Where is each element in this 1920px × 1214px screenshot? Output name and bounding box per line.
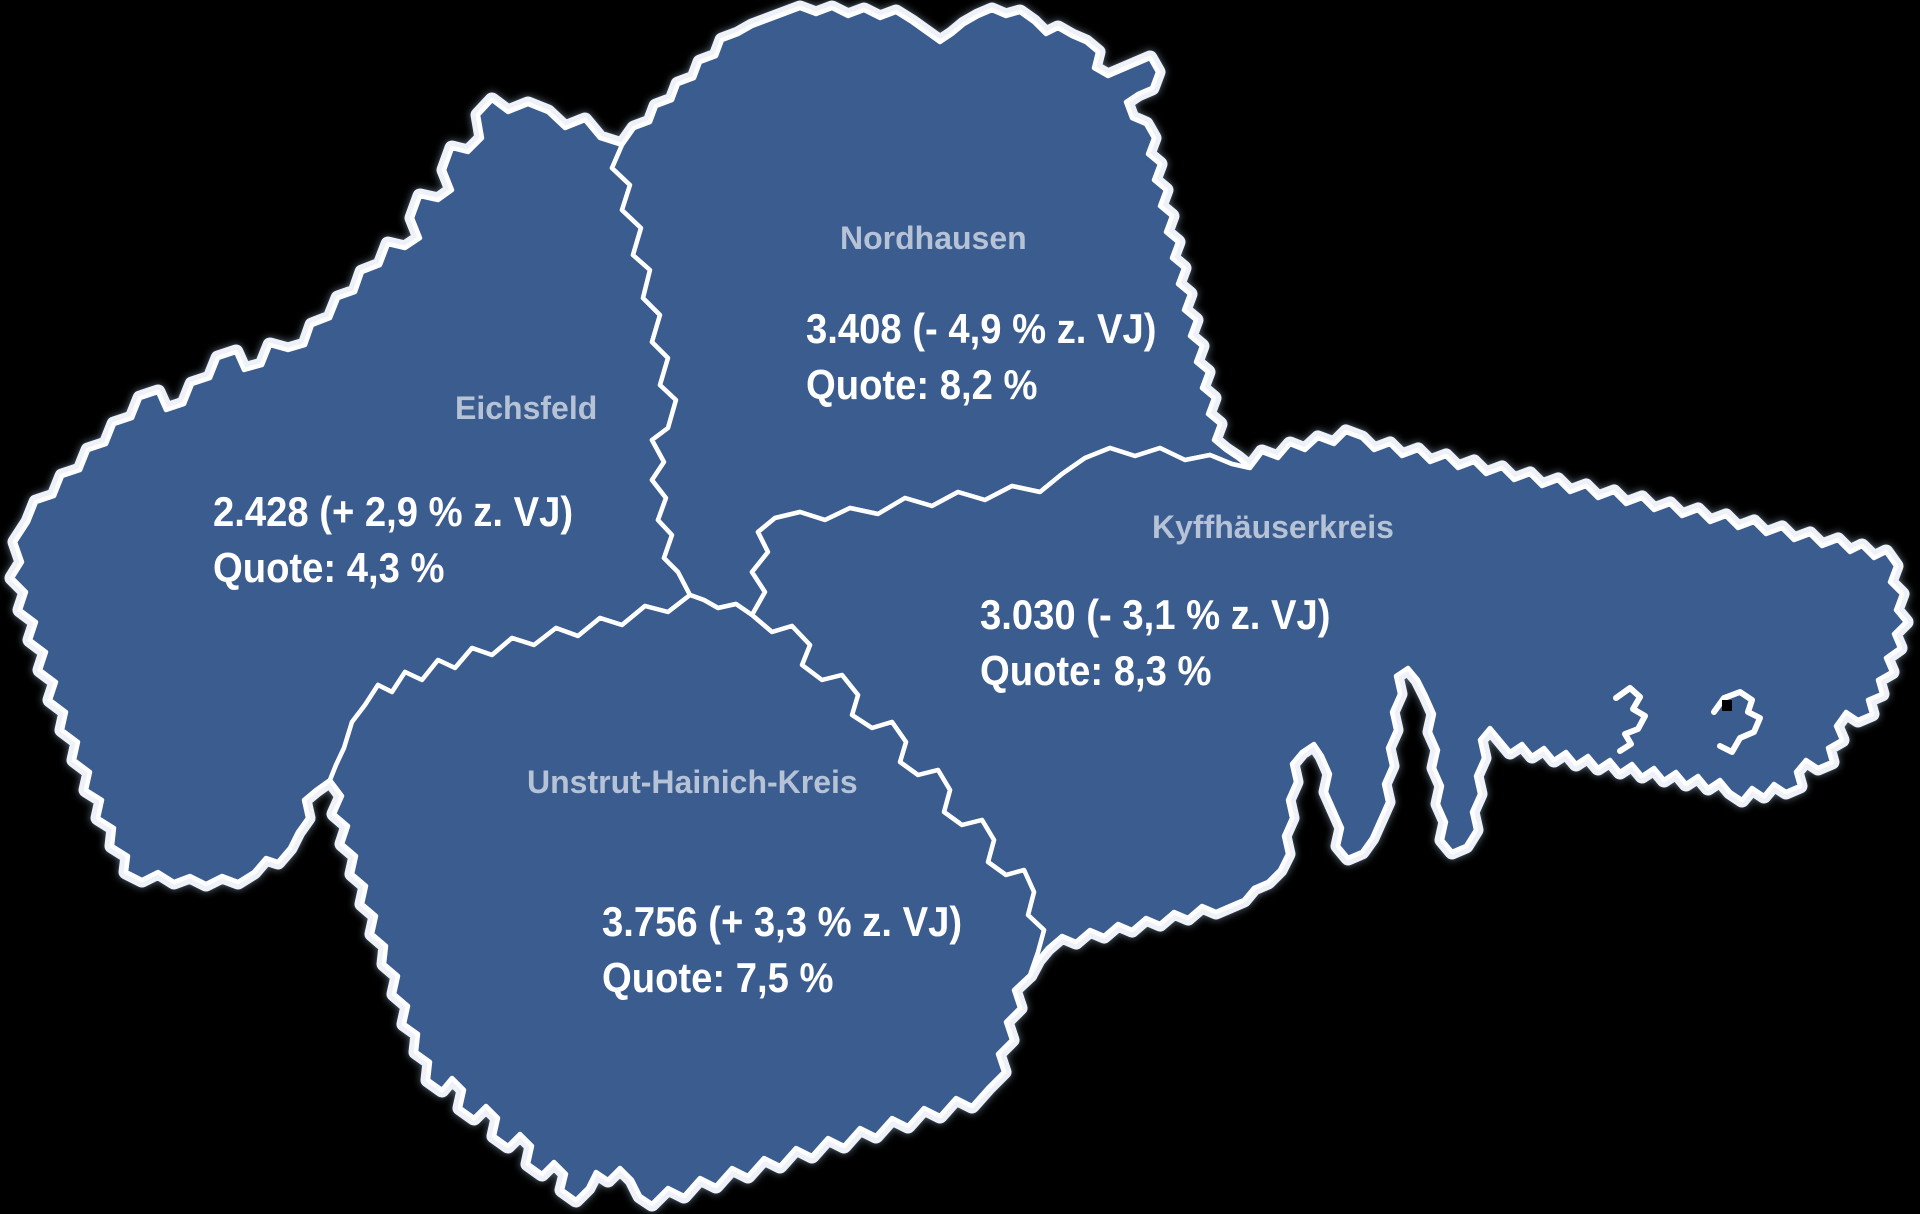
district-label-eichsfeld: Eichsfeld xyxy=(455,390,598,426)
district-shape-nordhausen xyxy=(609,5,1253,618)
district-stats-eichsfeld: 2.428 (+ 2,9 % z. VJ) Quote: 4,3 % xyxy=(213,484,573,596)
district-stats-unstrut-hainich-kreis: 3.756 (+ 3,3 % z. VJ) Quote: 7,5 % xyxy=(602,894,962,1006)
district-label-kyffhaeuserkreis: Kyffhäuserkreis xyxy=(1152,509,1394,545)
district-label-nordhausen: Nordhausen xyxy=(840,220,1027,256)
unstrut-hainich-kreis-quote: Quote: 7,5 % xyxy=(602,954,834,1001)
district-stats-nordhausen: 3.408 (- 4,9 % z. VJ) Quote: 8,2 % xyxy=(806,301,1157,413)
enclave-marks xyxy=(1613,685,1763,755)
district-stats-kyffhaeuserkreis: 3.030 (- 3,1 % z. VJ) Quote: 8,3 % xyxy=(980,587,1331,699)
eichsfeld-quote: Quote: 4,3 % xyxy=(213,544,445,591)
district-label-unstrut-hainich-kreis: Unstrut-Hainich-Kreis xyxy=(527,764,858,800)
kyffhaeuserkreis-quote: Quote: 8,3 % xyxy=(980,647,1212,694)
district-shapes xyxy=(9,5,1909,1207)
enclave-mark-west xyxy=(1613,685,1648,754)
nordhausen-quote: Quote: 8,2 % xyxy=(806,361,1038,408)
nordhausen-value: 3.408 (- 4,9 % z. VJ) xyxy=(806,305,1157,352)
unstrut-hainich-kreis-value: 3.756 (+ 3,3 % z. VJ) xyxy=(602,898,963,945)
district-shape-unstrut-hainich xyxy=(327,592,1047,1207)
kyffhaeuserkreis-value: 3.030 (- 3,1 % z. VJ) xyxy=(980,591,1331,638)
eichsfeld-value: 2.428 (+ 2,9 % z. VJ) xyxy=(213,488,574,535)
enclave-hole xyxy=(1722,700,1732,711)
enclave-mark-east xyxy=(1711,689,1763,755)
